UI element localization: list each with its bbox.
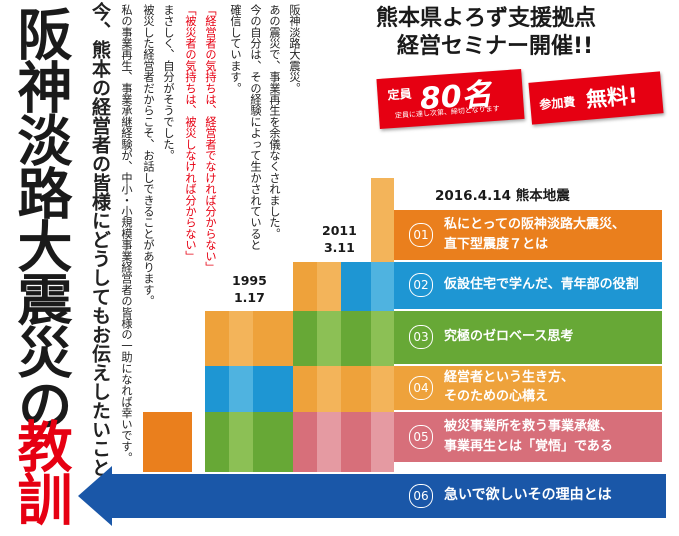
body-line-9: 私の事業再生、事業承継経験が、中小・小規模事業経営者の皆様の一助になれば幸いです…: [120, 4, 133, 464]
seminar-title-line1: 熊本県よろず支援拠点: [376, 6, 597, 31]
topic-number: 03: [409, 325, 433, 349]
topic-number: 02: [409, 273, 433, 297]
body-quote-1: 「経営者の気持ちは、経営者でなければ分からない」: [204, 4, 217, 273]
topic-text-line2: 事業再生とは「覚悟」である: [444, 439, 613, 454]
body-line-1: 阪神淡路大震災。: [288, 4, 301, 94]
topic-text-line1: 経営者という生き方、: [444, 370, 575, 385]
topic-row-05: 05 被災事業所を救う事業承継、 事業再生とは「覚悟」である: [394, 412, 662, 462]
topic-text-line1: 私にとっての阪神淡路大震災、: [444, 217, 625, 232]
year-2011: 2011 3.11: [322, 223, 357, 255]
topic-text-line2: 直下型震度７とは: [444, 237, 549, 252]
topic-row-02: 02 仮設住宅で学んだ、青年部の役割: [394, 262, 662, 309]
topic-row-06: 06 急いで欲しいその理由とは: [394, 474, 662, 518]
kumamoto-earthquake-date: 2016.4.14 熊本地震: [435, 188, 570, 204]
year-1995: 1995 1.17: [232, 273, 267, 305]
topic-text-line1: 急いで欲しいその理由とは: [444, 487, 612, 503]
topic-row-01: 01 私にとっての阪神淡路大震災、 直下型震度７とは: [394, 210, 662, 260]
main-title-highlight: 教訓: [8, 418, 72, 524]
topic-number: 01: [409, 223, 433, 247]
main-title: 阪神淡路大震災の: [8, 6, 72, 430]
body-quote-2: 「被災者の気持ちは、被災しなければ分からない」: [184, 4, 197, 262]
arrow-banner: [78, 466, 666, 526]
body-line-7: まさしく、自分がそうでした。: [162, 4, 175, 161]
topic-text-line2: そのための心構え: [444, 389, 549, 404]
body-line-8: 被災した経営者だからこそ、お話しできることがあります。: [142, 4, 155, 307]
topic-number: 04: [409, 376, 433, 400]
topic-number: 06: [409, 484, 433, 508]
topic-row-03: 03 究極のゼロベース思考: [394, 311, 662, 364]
topic-row-04: 04 経営者という生き方、 そのための心構え: [394, 366, 662, 410]
topic-text-line1: 仮設住宅で学んだ、青年部の役割: [444, 277, 639, 292]
topic-number: 05: [409, 425, 433, 449]
seminar-title-line2: 経営セミナー開催!!: [397, 34, 594, 59]
subtitle: 今、熊本の経営者の皆様にどうしてもお伝えしたいこと: [89, 2, 111, 477]
fee-badge: 参加費 無料!: [528, 71, 664, 125]
capacity-badge: 定員 80名 定員に達し次第、締切となります: [376, 69, 525, 129]
body-line-4: 確信しています。: [229, 4, 242, 94]
body-line-2: あの震災で、事業再生を余儀なくされました。: [268, 4, 281, 240]
topic-text-line1: 究極のゼロベース思考: [444, 329, 574, 344]
body-line-3: 今の自分は、その経験によって生かされていると: [249, 4, 262, 251]
topic-text-line1: 被災事業所を救う事業承継、: [444, 419, 614, 434]
